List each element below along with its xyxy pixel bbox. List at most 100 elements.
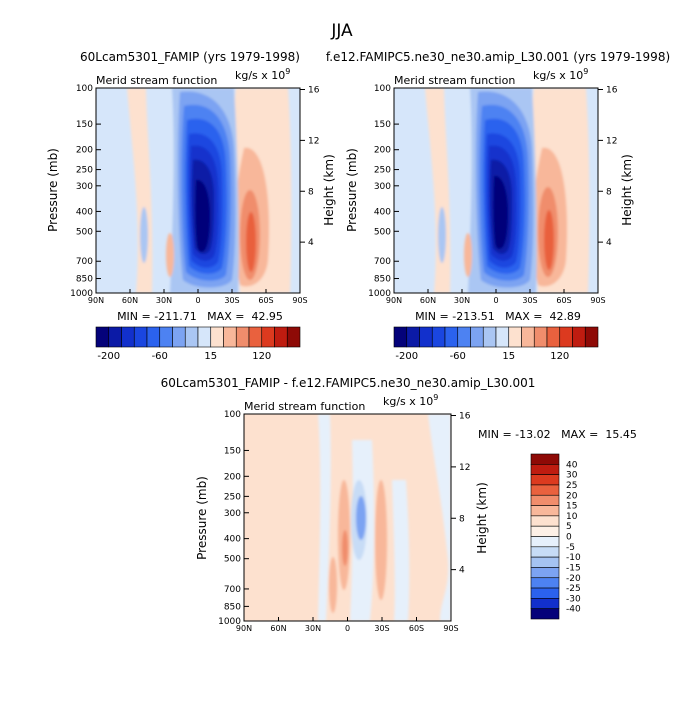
colorbar-label: 15: [204, 351, 217, 362]
y-tick-label: 700: [76, 257, 93, 267]
colorbar-label: -10: [566, 553, 581, 563]
x-tick-label: 90N: [236, 624, 252, 633]
x-tick-label: 30N: [156, 296, 172, 305]
panel-left-ylabel: Pressure (mb): [46, 148, 60, 232]
y-tick-label: 300: [374, 182, 391, 192]
y-tick-label: 100: [224, 410, 241, 420]
panel-diff-ylabel-right: Height (km): [475, 482, 489, 553]
colorbar-cell: [546, 326, 561, 348]
panel-left-colorbar: -200 -60 15 120: [95, 326, 301, 362]
panel-right-units: kg/s x 109: [533, 67, 588, 82]
colorbar-cell: [572, 326, 586, 348]
colorbar-cell: [495, 326, 510, 348]
colorbar-cell: [530, 464, 560, 475]
y-tick-label: 500: [76, 227, 93, 237]
panel-left-axes: 90N 60N 30N 0 30S 60S 90S 100 150 200 250 300 400 500…: [70, 84, 320, 305]
colorbar-label: 5: [566, 522, 572, 532]
x-tick-label: 60S: [556, 296, 571, 305]
colorbar-cell: [530, 577, 560, 589]
panel-right-title: f.e12.FAMIPC5.ne30_ne30.amip_L30.001 (yr…: [326, 50, 670, 64]
y-tick-label: 850: [76, 275, 93, 285]
colorbar-label: -40: [566, 605, 581, 615]
y-tick-label: 700: [224, 585, 241, 595]
colorbar-cell: [261, 326, 275, 348]
colorbar-cell: [530, 484, 560, 496]
colorbar-cell: [530, 453, 560, 465]
x-tick-label: 0: [345, 624, 350, 633]
panel-right-ylabel: Pressure (mb): [345, 148, 359, 232]
positive-core-south-inner: [246, 212, 256, 272]
panel-diff-field: [244, 414, 451, 621]
x-tick-label: 30S: [522, 296, 537, 305]
colorbar-label: 20: [566, 491, 578, 501]
y-tick-label: 200: [374, 146, 391, 156]
x-tick-label: 90N: [88, 296, 104, 305]
colorbar-label: -15: [566, 563, 581, 573]
season-title: JJA: [330, 21, 353, 41]
x-tick-label: 60S: [409, 624, 424, 633]
y2-tick-label: 12: [459, 463, 470, 473]
y-tick-label: 400: [76, 207, 93, 217]
panel-diff: Merid stream function kg/s x 109 90N 60N 3…: [195, 393, 637, 633]
colorbar-cell: [274, 326, 288, 348]
colorbar-cell: [133, 326, 148, 348]
y2-tick-label: 12: [606, 136, 617, 146]
x-tick-label: 60N: [122, 296, 138, 305]
negative-cell-core: [356, 496, 366, 540]
x-tick-label: 0: [195, 296, 200, 305]
y2-tick-label: 16: [308, 86, 320, 96]
small-negative-cell: [140, 207, 148, 263]
colorbar-label: -60: [152, 351, 168, 362]
negative-band-south: [392, 480, 410, 621]
colorbar-cell: [508, 326, 522, 348]
colorbar-cell: [530, 587, 560, 599]
colorbar-cell: [533, 326, 548, 348]
y-tick-label: 400: [374, 207, 391, 217]
panel-right-ylabel-right: Height (km): [620, 154, 634, 225]
colorbar-cell: [482, 326, 497, 348]
colorbar-cell: [172, 326, 186, 348]
x-tick-label: 90S: [292, 296, 307, 305]
positive-core-equator: [342, 530, 348, 566]
colorbar-cell: [530, 525, 560, 537]
colorbar-cell: [530, 608, 560, 620]
colorbar-cell: [159, 326, 173, 348]
colorbar-label: 25: [566, 481, 577, 491]
colorbar-label: -200: [395, 351, 418, 362]
panel-diff-units: kg/s x 109: [383, 393, 438, 408]
colorbar-cell: [530, 505, 560, 517]
colorbar-cell: [197, 326, 212, 348]
colorbar-label: 120: [252, 351, 271, 362]
y2-tick-label: 8: [459, 514, 465, 524]
panel-left: Merid stream function kg/s x 109: [46, 67, 336, 362]
panel-left-ylabel-right: Height (km): [322, 154, 336, 225]
colorbar-cell: [530, 515, 560, 527]
positive-cell-south: [375, 480, 387, 600]
colorbar-cell: [530, 474, 560, 486]
y-tick-label: 150: [76, 120, 93, 130]
y-tick-label: 100: [374, 84, 391, 94]
colorbar-label: 30: [566, 471, 578, 481]
small-negative-cell: [438, 207, 446, 263]
negative-band-center: [318, 414, 331, 621]
x-tick-label: 30N: [454, 296, 470, 305]
colorbar-cell: [108, 326, 122, 348]
colorbar-cell: [584, 326, 599, 348]
y2-tick-label: 8: [606, 187, 612, 197]
panel-diff-subtitle: Merid stream function: [244, 400, 365, 413]
colorbar-label: 15: [566, 502, 577, 512]
panel-left-stats: MIN = -211.71 MAX = 42.95: [117, 310, 283, 323]
y-tick-label: 700: [374, 257, 391, 267]
colorbar-cell: [559, 326, 573, 348]
y-tick-label: 250: [76, 166, 93, 176]
y-tick-label: 250: [224, 492, 241, 502]
x-tick-label: 30S: [224, 296, 239, 305]
panel-right-stats: MIN = -213.51 MAX = 42.89: [415, 310, 581, 323]
colorbar-label: 15: [502, 351, 515, 362]
y-tick-label: 300: [224, 509, 241, 519]
x-tick-label: 30S: [374, 624, 389, 633]
y-tick-label: 300: [76, 182, 93, 192]
negative-core: [195, 179, 210, 253]
